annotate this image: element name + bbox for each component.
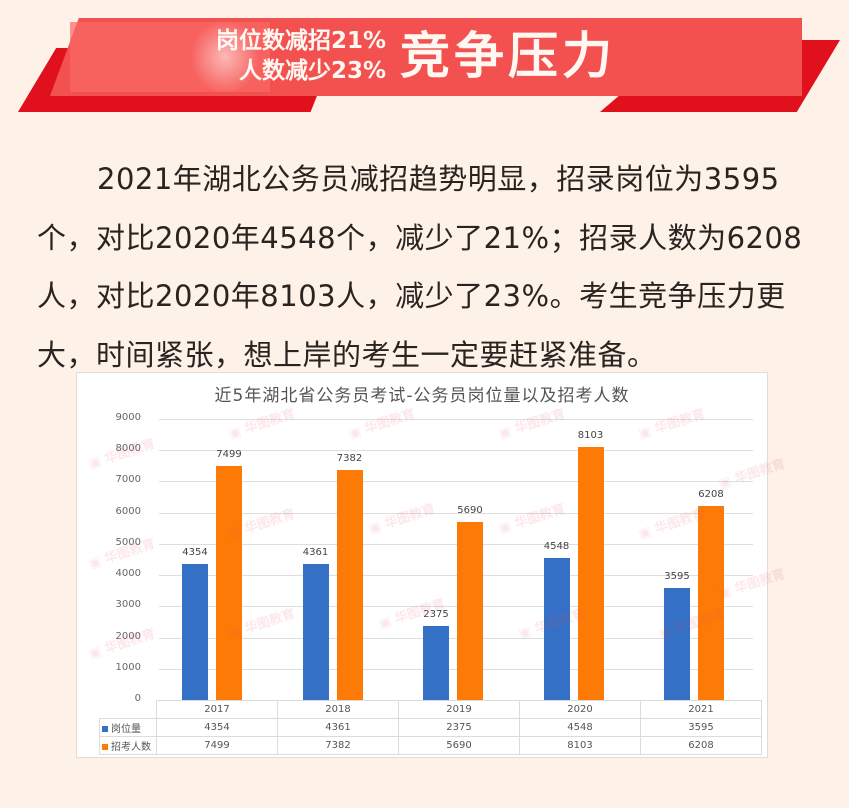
gridline	[159, 606, 753, 608]
bar-value-label: 2375	[423, 608, 449, 620]
table-year-cell: 2017	[156, 700, 278, 719]
legend-swatch-icon	[102, 744, 108, 750]
bar-value-label: 4354	[182, 547, 208, 559]
table-corner	[99, 700, 157, 719]
watermark-logo: ▣ 华图教育	[636, 406, 708, 443]
y-tick-label: 7000	[115, 474, 141, 486]
y-tick-label: 1000	[115, 661, 141, 673]
legend-item: 招考人数	[99, 736, 157, 755]
bar-positions-2017	[182, 564, 208, 700]
gridline	[159, 543, 753, 545]
bar-value-label: 6208	[698, 489, 724, 501]
bar-chart: 近5年湖北省公务员考试-公务员岗位量以及招考人数 9000 8000 7000 600…	[76, 372, 787, 758]
watermark-logo: ▣ 华图教育	[496, 501, 568, 538]
y-tick-label: 4000	[115, 568, 141, 580]
chart-data-table: 2017 2018 2019 2020 2021 岗位量 4354 4361 2375 4548 3…	[99, 700, 762, 755]
banner-fade-left	[190, 20, 260, 94]
gridline	[159, 668, 753, 670]
bar-value-label: 8103	[577, 430, 604, 441]
gridline	[159, 575, 753, 577]
table-cell: 5690	[398, 736, 520, 755]
bar-positions-2019	[423, 625, 449, 700]
bar-positions-2018	[302, 563, 329, 700]
bar-applicants-2020	[577, 447, 604, 700]
table-cell: 2375	[398, 718, 520, 737]
table-cell: 4361	[277, 718, 399, 737]
table-year-cell: 2020	[519, 700, 641, 719]
table-cell: 6208	[640, 736, 762, 755]
y-tick-label: 0	[134, 693, 141, 704]
y-tick-label: 9000	[115, 412, 141, 423]
table-cell: 7382	[277, 736, 399, 755]
watermark-logo: ▣ 华图教育	[86, 626, 158, 663]
table-cell: 3595	[640, 718, 762, 737]
table-year-cell: 2019	[398, 700, 520, 719]
bar-applicants-2019	[457, 522, 483, 700]
table-row: 岗位量 4354 4361 2375 4548 3595	[99, 718, 762, 737]
bar-applicants-2018	[336, 469, 363, 700]
banner-fade	[612, 18, 802, 96]
y-tick-label: 8000	[115, 443, 141, 455]
bar-value-label: 5690	[457, 505, 483, 517]
watermark-logo: ▣ 华图教育	[716, 456, 788, 493]
table-row: 招考人数 7499 7382 5690 8103 6208	[99, 736, 762, 755]
bar-value-label: 4361	[302, 546, 329, 558]
bar-applicants-2017	[216, 465, 242, 700]
bar-value-label: 7499	[216, 448, 242, 460]
watermark-logo: ▣ 华图教育	[346, 406, 418, 443]
watermark-logo: ▣ 华图教育	[716, 566, 788, 603]
table-header-row: 2017 2018 2019 2020 2021	[99, 700, 762, 719]
table-year-cell: 2018	[277, 700, 399, 719]
header-banner: 岗位数减招21% 人数减少23% 竞争压力	[0, 0, 849, 130]
table-cell: 7499	[156, 736, 278, 755]
gridline	[159, 450, 753, 452]
bar-positions-2021	[664, 587, 690, 700]
gridline	[159, 637, 753, 639]
gridline	[159, 512, 753, 514]
banner-line-2: 人数减少23%	[238, 58, 386, 84]
gridline	[159, 419, 753, 420]
bar-value-label: 7382	[336, 452, 363, 464]
legend-item: 岗位量	[99, 718, 157, 737]
bar-value-label: 4548	[543, 541, 570, 552]
bar-value-label: 3595	[664, 570, 690, 582]
y-tick-label: 6000	[115, 505, 141, 517]
watermark-logo: ▣ 华图教育	[366, 501, 438, 538]
y-tick-label: 5000	[115, 536, 141, 548]
watermark-logo: ▣ 华图教育	[496, 406, 568, 443]
watermark-logo: ▣ 华图教育	[636, 506, 708, 543]
y-tick-label: 2000	[115, 630, 141, 642]
watermark-logo: ▣ 华图教育	[226, 406, 298, 443]
banner-headline: 竞争压力	[400, 27, 616, 85]
bar-applicants-2021	[698, 506, 724, 700]
intro-paragraph: 2021年湖北公务员减招趋势明显，招录岗位为3595个，对比2020年4548个…	[37, 162, 803, 372]
chart-title: 近5年湖北省公务员考试-公务员岗位量以及招考人数	[214, 386, 630, 406]
legend-swatch-icon	[102, 726, 108, 732]
gridline	[159, 481, 753, 483]
table-cell: 4354	[156, 718, 278, 737]
table-year-cell: 2021	[640, 700, 762, 719]
table-cell: 8103	[519, 736, 641, 755]
y-tick-label: 3000	[115, 599, 141, 611]
bar-positions-2020	[543, 558, 570, 700]
table-cell: 4548	[519, 718, 641, 737]
